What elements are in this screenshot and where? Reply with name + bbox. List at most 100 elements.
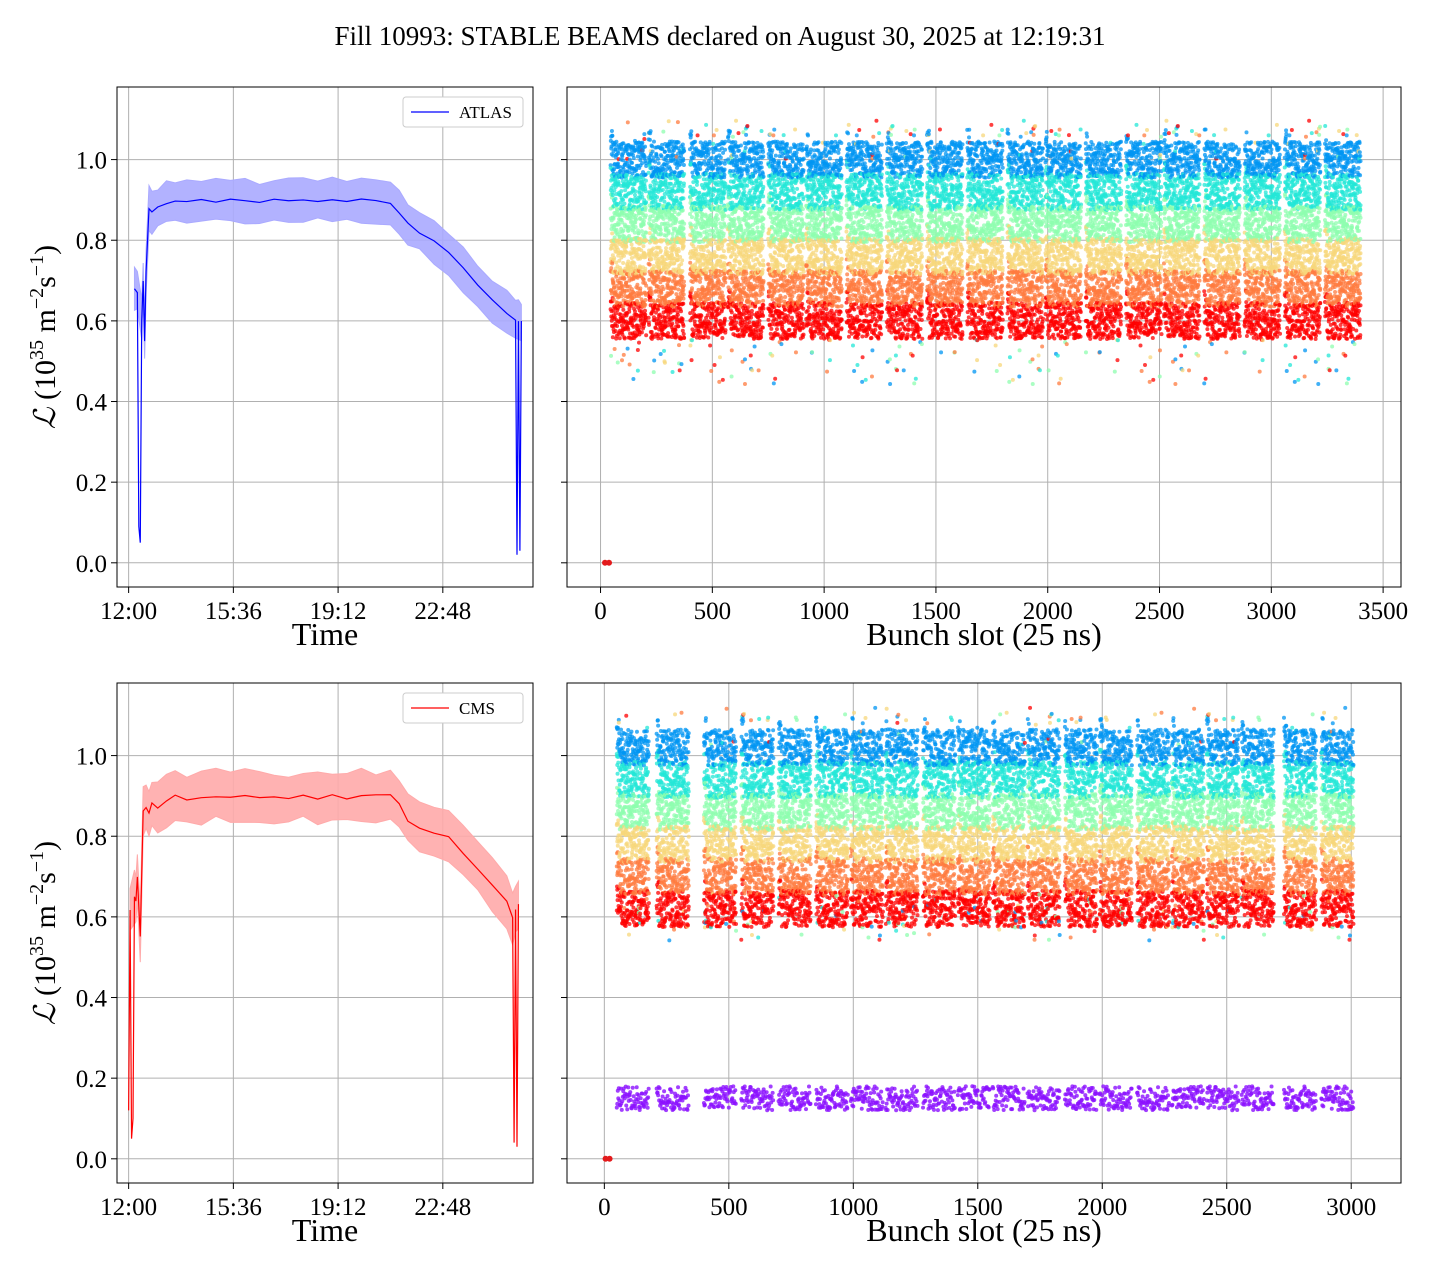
bunch-point — [627, 272, 632, 277]
y-tick-label: 0.2 — [76, 470, 107, 497]
bunch-point — [757, 299, 762, 304]
x-tick-label: 2500 — [1135, 598, 1185, 625]
bunch-point — [680, 275, 685, 280]
bunch-point — [677, 368, 682, 373]
bunch-point — [632, 291, 637, 296]
bunch-point — [670, 290, 675, 295]
bunch-point — [730, 200, 735, 205]
bunch-point — [624, 244, 629, 249]
bunch-point — [643, 308, 648, 313]
bunch-point — [770, 282, 775, 287]
bunch-point — [791, 186, 796, 191]
bunch-point — [620, 158, 625, 163]
bunch-point — [689, 132, 694, 137]
bunch-point — [633, 316, 638, 321]
bunch-point — [806, 305, 811, 310]
bunch-point — [613, 311, 618, 316]
bunch-point — [666, 185, 671, 190]
bunch-point — [637, 207, 642, 212]
bunch-point — [709, 368, 714, 373]
bunch-point — [738, 261, 743, 266]
bunch-point — [672, 210, 677, 215]
bunch-point — [613, 329, 618, 334]
bunch-point — [746, 168, 751, 173]
bunch-point — [759, 240, 764, 245]
y-label-part: ℒ — [29, 406, 62, 429]
x-axis-label: Time — [292, 616, 358, 652]
y-tick-label: 0.4 — [76, 390, 108, 417]
bunch-point — [662, 348, 667, 353]
bunch-point — [806, 133, 811, 138]
bunch-point — [676, 287, 681, 292]
bunch-point — [697, 190, 702, 195]
bunch-point — [677, 343, 682, 348]
bunch-point — [621, 228, 626, 233]
bunch-point — [627, 202, 632, 207]
bunch-point — [773, 376, 778, 381]
bunch-point — [734, 154, 739, 159]
bunch-point — [658, 351, 663, 356]
bunch-point — [614, 139, 619, 144]
bunch-point — [629, 237, 634, 242]
bunch-point — [643, 178, 648, 183]
bunch-point — [770, 148, 775, 153]
bunch-point — [736, 189, 741, 194]
bunch-point — [643, 302, 648, 307]
bunch-point — [801, 332, 806, 337]
bunch-point — [614, 227, 619, 232]
bunch-point — [653, 278, 658, 283]
bunch-point — [672, 170, 677, 175]
bunch-point — [730, 134, 735, 139]
bunch-point — [642, 132, 647, 137]
bunch-point — [759, 335, 764, 340]
bunch-point — [750, 368, 755, 373]
bunch-point — [625, 120, 630, 125]
bunch-point — [619, 189, 624, 194]
bunch-point — [722, 213, 727, 218]
bunch-point — [680, 269, 685, 274]
bunch-point — [616, 151, 621, 156]
bunch-point — [682, 172, 687, 177]
bunch-point — [761, 313, 766, 318]
bunch-point — [625, 346, 630, 351]
bunch-point — [678, 180, 683, 185]
bunch-point — [612, 256, 617, 261]
bunch-point — [723, 147, 728, 152]
bunch-point — [689, 338, 694, 343]
bunch-point — [774, 327, 779, 332]
bunch-point — [644, 230, 649, 235]
bunch-point — [792, 197, 797, 202]
bunch-point — [620, 154, 625, 159]
bunch-point — [715, 217, 720, 222]
bunch-point — [779, 342, 784, 347]
bunch-point — [615, 247, 620, 252]
bunch-point — [795, 186, 800, 191]
bunch-point — [704, 270, 709, 275]
bunch-point — [697, 174, 702, 179]
bunch-point — [767, 207, 772, 212]
bunch-point — [682, 221, 687, 226]
bunch-point — [641, 244, 646, 249]
bunch-point — [644, 238, 649, 243]
bunch-point — [732, 247, 737, 252]
bunch-point — [761, 184, 766, 189]
bunch-point — [639, 202, 644, 207]
bunch-point — [773, 153, 778, 158]
bunch-point — [676, 324, 681, 329]
bunch-point — [688, 197, 693, 202]
bunch-point — [678, 255, 683, 260]
bunch-point — [632, 309, 637, 314]
bunch-point — [626, 327, 631, 332]
bunch-point — [615, 161, 620, 166]
bunch-point — [801, 269, 806, 274]
x-tick-label: 500 — [694, 598, 732, 625]
bunch-point — [616, 222, 621, 227]
bunch-point — [747, 320, 752, 325]
bunch-point — [729, 310, 734, 315]
bunch-point — [804, 144, 809, 149]
bunch-point — [621, 166, 626, 171]
bunch-point — [722, 316, 727, 321]
bunch-point — [713, 234, 718, 239]
bunch-point — [710, 311, 715, 316]
bunch-point — [723, 139, 728, 144]
